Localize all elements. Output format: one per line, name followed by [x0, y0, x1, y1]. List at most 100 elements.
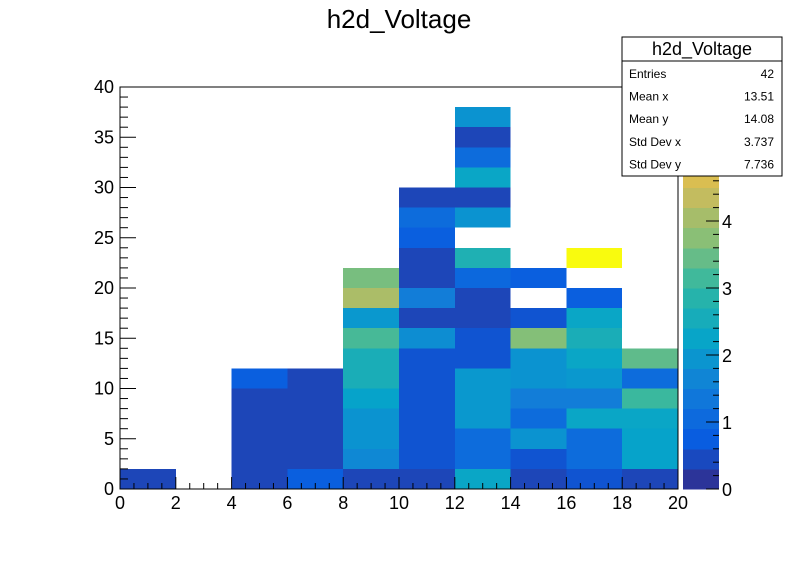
- y-tick-label: 25: [94, 228, 114, 248]
- heatmap-cell: [454, 348, 511, 369]
- heatmap-cell: [566, 288, 623, 309]
- z-tick-label: 4: [722, 212, 732, 232]
- heatmap-cell: [343, 428, 399, 449]
- heatmap-cell: [454, 247, 511, 268]
- palette-band: [683, 308, 719, 329]
- heatmap-cell: [287, 408, 344, 429]
- heatmap-cell: [622, 408, 678, 429]
- y-tick-label: 35: [94, 127, 114, 147]
- palette-band: [683, 187, 719, 209]
- heatmap-cell: [566, 448, 623, 469]
- stats-value: 7.736: [744, 157, 774, 171]
- heatmap-cell: [343, 267, 399, 288]
- heatmap-cell: [510, 267, 567, 288]
- x-tick-label: 10: [389, 493, 409, 513]
- heatmap-cell: [622, 348, 678, 369]
- heatmap-cell: [399, 187, 455, 208]
- palette-band: [683, 288, 719, 309]
- stats-value: 3.737: [744, 135, 774, 149]
- y-tick-label: 30: [94, 178, 114, 198]
- palette-band: [683, 267, 719, 289]
- heatmap-cell: [454, 368, 511, 389]
- heatmap-cell: [454, 267, 511, 288]
- heatmap-cell: [566, 368, 623, 389]
- heatmap-cell: [566, 428, 623, 449]
- heatmap-cell: [454, 127, 511, 148]
- heatmap-cell: [566, 388, 623, 409]
- palette-band: [683, 368, 719, 389]
- heatmap-cell: [399, 288, 455, 309]
- heatmap-cell: [454, 207, 511, 228]
- palette-band: [683, 448, 719, 470]
- palette-band: [683, 348, 719, 369]
- heatmap-cell: [399, 267, 455, 288]
- heatmap-cell: [454, 428, 511, 449]
- heatmap-cell: [399, 207, 455, 228]
- heatmap-cell: [287, 388, 344, 409]
- heatmap-cell: [454, 288, 511, 309]
- heatmap-cell: [566, 308, 623, 329]
- heatmap-cell: [454, 187, 511, 208]
- stats-value: 13.51: [744, 90, 774, 104]
- heatmap-cell: [510, 348, 567, 369]
- heatmap-cell: [343, 328, 399, 349]
- stats-box: h2d_Voltage Entries 42 Mean x 13.51 Mean y 14…: [621, 36, 783, 177]
- heatmap-cell: [622, 428, 678, 449]
- heatmap-cell: [231, 368, 288, 389]
- heatmap-cell: [399, 308, 455, 329]
- heatmap-cell: [622, 368, 678, 389]
- heatmap-cell: [454, 448, 511, 469]
- heatmap-cell: [454, 147, 511, 168]
- heatmap-cell: [454, 107, 511, 128]
- x-axis: 0 2 4 6 8 10 12 14 16 18 20: [115, 477, 688, 513]
- heatmap-cell: [454, 388, 511, 409]
- heatmap-cell: [399, 368, 455, 389]
- x-tick-label: 20: [668, 493, 688, 513]
- heatmap-cell: [454, 408, 511, 429]
- heatmap-cell: [343, 408, 399, 429]
- heatmap-cell: [287, 448, 344, 469]
- stats-value: 42: [761, 67, 775, 81]
- heatmap-cell: [343, 348, 399, 369]
- stats-box-title: h2d_Voltage: [652, 39, 752, 60]
- heatmap-cell: [510, 428, 567, 449]
- y-axis: 0 5 10 15 20 25 30 35 40: [94, 77, 136, 499]
- palette-band: [683, 247, 719, 269]
- stats-label: Mean x: [629, 90, 668, 104]
- heatmap-cell: [510, 368, 567, 389]
- heatmap-cell: [622, 388, 678, 409]
- y-tick-label: 20: [94, 278, 114, 298]
- palette-band: [683, 468, 719, 490]
- z-tick-label: 1: [722, 413, 732, 433]
- heatmap-cell: [399, 247, 455, 268]
- heatmap-cell: [510, 308, 567, 329]
- x-tick-label: 18: [612, 493, 632, 513]
- heatmap-cell: [510, 408, 567, 429]
- heatmap-cell: [287, 428, 344, 449]
- heatmap-cell: [622, 448, 678, 469]
- stats-label: Std Dev y: [629, 157, 681, 171]
- palette-band: [683, 328, 719, 349]
- y-tick-label: 15: [94, 328, 114, 348]
- palette-band: [683, 207, 719, 229]
- heatmap-cell: [343, 368, 399, 389]
- heatmap-cell: [399, 428, 455, 449]
- heatmap-cell: [287, 368, 344, 389]
- y-tick-label: 0: [104, 479, 114, 499]
- heatmap-cell: [399, 448, 455, 469]
- palette-band: [683, 428, 719, 450]
- heatmap-cell: [231, 428, 288, 449]
- x-tick-label: 16: [556, 493, 576, 513]
- chart-title: h2d_Voltage: [327, 4, 472, 34]
- z-tick-label: 2: [722, 346, 732, 366]
- heatmap-cell: [231, 408, 288, 429]
- z-tick-label: 3: [722, 279, 732, 299]
- heatmap-cell: [231, 388, 288, 409]
- heatmap-cell: [343, 308, 399, 329]
- stats-label: Entries: [629, 67, 666, 81]
- y-tick-label: 5: [104, 429, 114, 449]
- stats-value: 14.08: [744, 112, 774, 126]
- heatmap-cell: [510, 448, 567, 469]
- heatmap-cell: [399, 388, 455, 409]
